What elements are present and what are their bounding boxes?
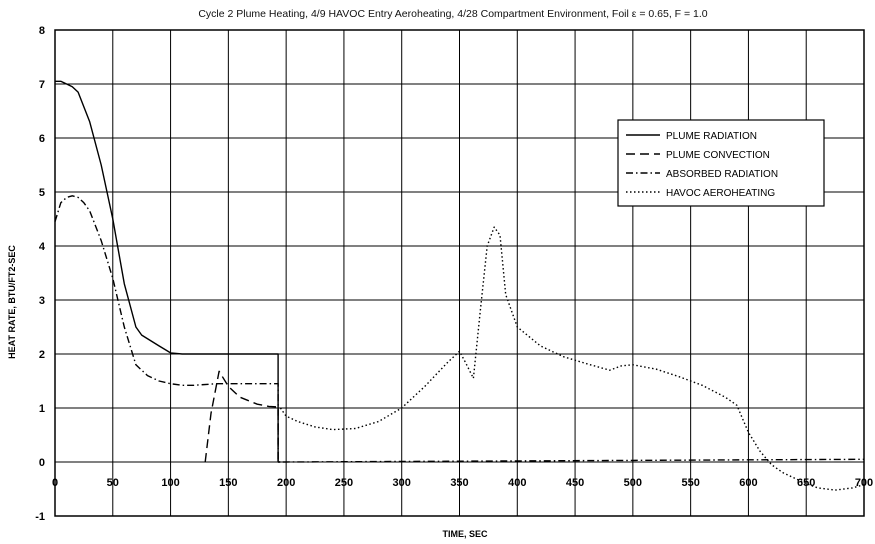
series-line-2 bbox=[204, 370, 279, 463]
y-tick-label: 2 bbox=[39, 349, 45, 361]
legend-label-3: ABSORBED RADIATION bbox=[666, 169, 778, 180]
y-axis-label: HEAT RATE, BTU/FT2-SEC bbox=[7, 245, 17, 359]
x-tick-label: 200 bbox=[277, 477, 295, 489]
plot-frame bbox=[54, 29, 865, 517]
x-tick-label: 400 bbox=[508, 477, 526, 489]
x-tick-label: 550 bbox=[681, 477, 699, 489]
x-tick-label: 300 bbox=[393, 477, 411, 489]
legend-label-1: PLUME RADIATION bbox=[666, 131, 757, 142]
x-tick-label: 650 bbox=[797, 477, 815, 489]
x-tick-label: 150 bbox=[219, 477, 237, 489]
y-tick-label: -1 bbox=[35, 511, 45, 523]
x-tick-label: 450 bbox=[566, 477, 584, 489]
series-line-4 bbox=[279, 226, 865, 491]
series-line-1 bbox=[55, 80, 281, 463]
x-tick-label: 100 bbox=[161, 477, 179, 489]
y-tick-label: 7 bbox=[39, 79, 45, 91]
legend-label-4: HAVOC AEROHEATING bbox=[666, 188, 775, 199]
x-tick-label: 50 bbox=[107, 477, 119, 489]
y-tick-label: 6 bbox=[39, 133, 45, 145]
x-tick-label: 600 bbox=[739, 477, 757, 489]
legend: PLUME RADIATION PLUME CONVECTION ABSORBED … bbox=[617, 119, 825, 207]
x-tick-label: 700 bbox=[855, 477, 873, 489]
y-tick-label: 5 bbox=[39, 187, 45, 199]
y-tick-label: 1 bbox=[39, 403, 45, 415]
y-tick-label: 3 bbox=[39, 295, 45, 307]
series-layer bbox=[54, 80, 865, 491]
legend-label-2: PLUME CONVECTION bbox=[666, 150, 770, 161]
y-tick-labels: -1 0 1 2 3 4 5 6 7 8 bbox=[35, 25, 46, 523]
x-tick-label: 350 bbox=[450, 477, 468, 489]
x-axis-label: TIME, SEC bbox=[442, 529, 488, 539]
x-tick-labels: 0 50 100 150 200 250 300 350 400 450 500 550 600 650 7… bbox=[52, 477, 873, 489]
y-tick-label: 4 bbox=[39, 241, 46, 253]
x-tick-label: 250 bbox=[335, 477, 353, 489]
y-tick-label: 8 bbox=[39, 25, 45, 37]
y-tick-label: 0 bbox=[39, 457, 45, 469]
chart-title: Cycle 2 Plume Heating, 4/9 HAVOC Entry A… bbox=[198, 8, 707, 20]
x-tick-label: 0 bbox=[52, 477, 58, 489]
grid bbox=[54, 29, 865, 517]
x-tick-label: 500 bbox=[624, 477, 642, 489]
